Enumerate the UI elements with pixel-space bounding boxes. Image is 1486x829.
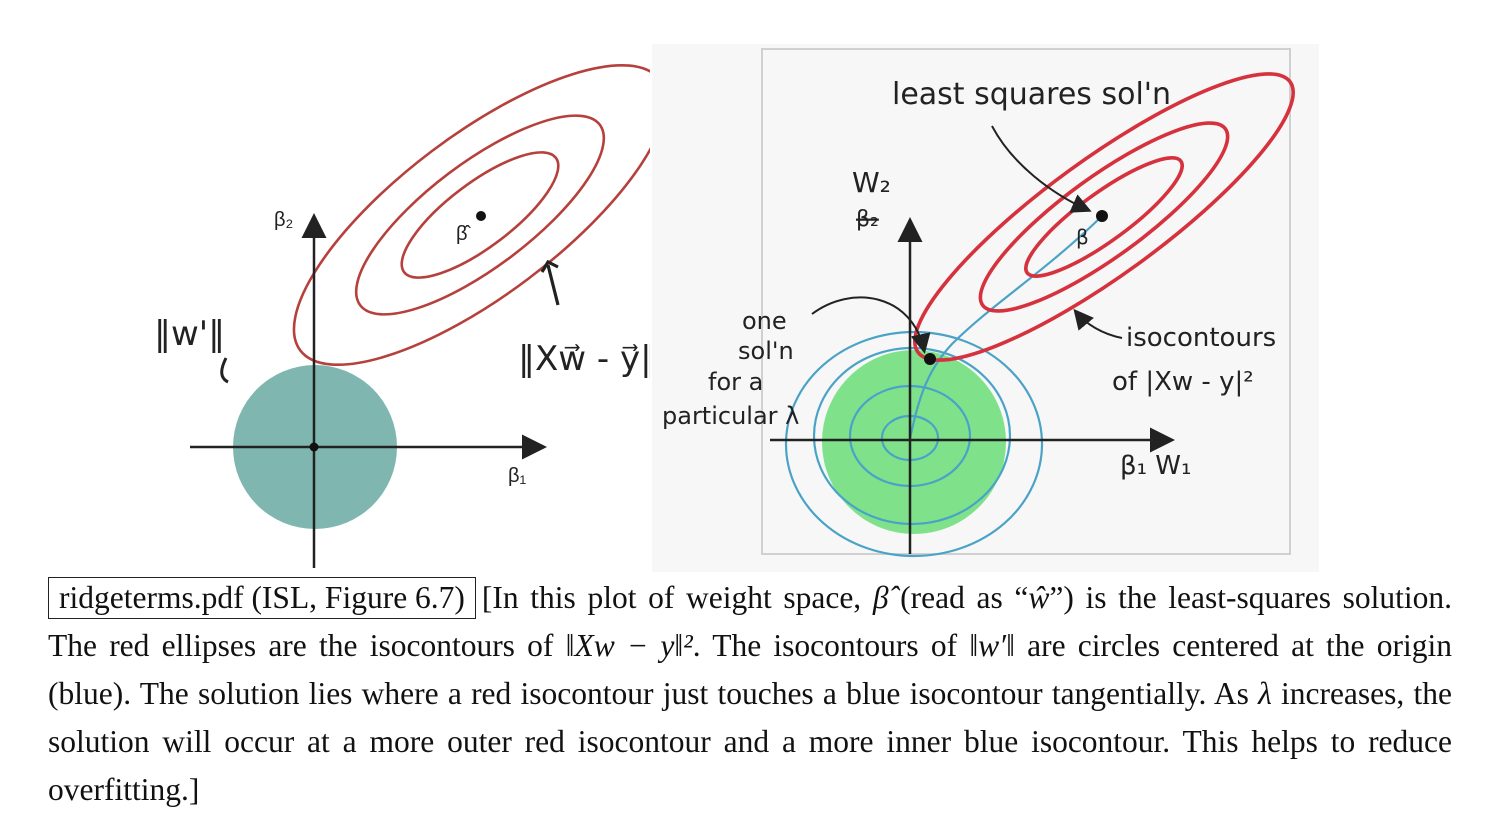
caption-text-4: . The isocontours of bbox=[692, 628, 970, 663]
caption-lambda: λ bbox=[1258, 676, 1272, 711]
one-soln-line-2: sol'n bbox=[738, 337, 794, 365]
isocontours-arrow bbox=[1073, 308, 1123, 339]
norm-isocontours bbox=[784, 217, 1101, 558]
beta-hat-point bbox=[476, 211, 486, 221]
beta2-crossed-label: β₂ bbox=[856, 207, 879, 232]
caption-norm-w: ‖w′‖ bbox=[969, 628, 1015, 663]
w2-label: W₂ bbox=[852, 166, 891, 199]
caption-file-box: ridgeterms.pdf (ISL, Figure 6.7) bbox=[48, 577, 476, 619]
beta-label: β bbox=[1076, 225, 1089, 249]
caption-text-5: are circles centered at the origin (blue… bbox=[48, 628, 1452, 711]
axis-x-label-right: β₁ W₁ bbox=[1120, 451, 1191, 481]
axis-y-label: β₂ bbox=[274, 209, 293, 231]
one-soln-line-4: particular λ bbox=[662, 402, 799, 430]
red-ellipse-middle bbox=[978, 121, 1230, 313]
hand-norm-w: ‖w'‖ bbox=[154, 314, 225, 354]
blue-solution-path bbox=[908, 217, 1101, 439]
caption-w-hat: ŵ bbox=[1028, 580, 1050, 615]
caption-text-6: increases, the solution will occur at a … bbox=[48, 676, 1452, 807]
isocontours-line-1: isocontours bbox=[1126, 323, 1276, 353]
least-squares-point bbox=[1096, 210, 1108, 222]
hand-arrow-residual bbox=[540, 259, 560, 306]
rss-ellipses bbox=[292, 63, 650, 367]
caption-norm-residual: ‖Xw − y‖² bbox=[565, 628, 693, 663]
one-soln-arrow bbox=[811, 296, 931, 354]
figure-caption: ridgeterms.pdf (ISL, Figure 6.7) [In this… bbox=[48, 574, 1452, 814]
caption-text-1: [In this plot of weight space, bbox=[481, 580, 873, 615]
caption-beta-hat: β̂ bbox=[872, 580, 889, 615]
sketch-frame bbox=[761, 48, 1291, 555]
blue-contour-4 bbox=[784, 330, 1044, 558]
caption-text-2: (read as “ bbox=[888, 580, 1029, 615]
hand-arrow-norm bbox=[220, 357, 229, 384]
caption-text-3: ”) is the least-squares solution. The re… bbox=[48, 580, 1452, 663]
ridge-figure-right: least squares sol'n W₂ β₂ β one sol'n fo… bbox=[652, 44, 1319, 572]
ellipse-inner bbox=[400, 151, 560, 279]
ellipse-middle bbox=[354, 114, 606, 316]
axis-x-label: β₁ bbox=[508, 465, 527, 487]
beta-hat-label: β̂ bbox=[456, 223, 472, 245]
one-soln-line-1: one bbox=[742, 307, 787, 335]
solution-point bbox=[924, 353, 936, 365]
isocontours-line-2: of |Xw - y|² bbox=[1112, 367, 1254, 397]
hand-residual: ‖Xw⃗ - y⃗‖ bbox=[518, 339, 650, 379]
ellipse-outer bbox=[292, 63, 650, 367]
origin-point bbox=[309, 442, 319, 452]
least-squares-label: least squares sol'n bbox=[892, 77, 1171, 112]
ridge-figure-left: β̂ β₂ β₁ ‖w'‖ ‖Xw⃗ - y⃗‖ bbox=[154, 63, 650, 568]
one-soln-line-3: for a bbox=[708, 368, 763, 396]
constraint-disc-green bbox=[822, 350, 1006, 534]
least-squares-arrow bbox=[991, 125, 1092, 213]
